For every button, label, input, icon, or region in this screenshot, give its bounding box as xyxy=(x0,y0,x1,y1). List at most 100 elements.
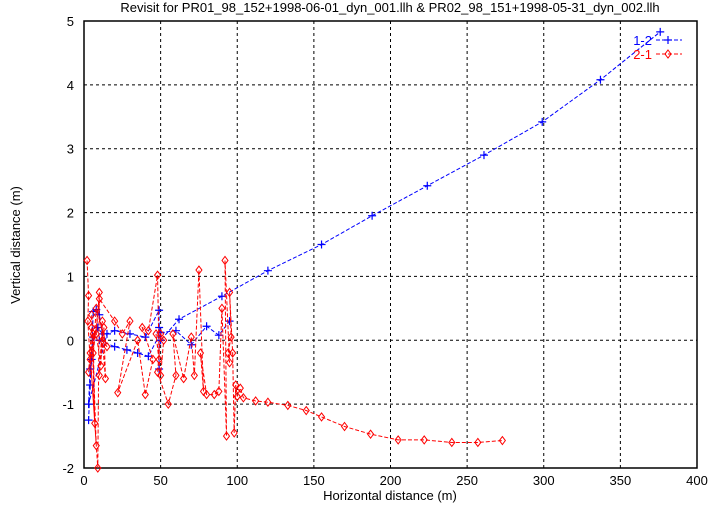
data-point-2-1 xyxy=(92,440,100,451)
data-point-1-2b xyxy=(144,352,153,361)
data-point-1-2 xyxy=(125,329,134,338)
data-point-2-1 xyxy=(94,463,102,473)
y-tick-label: 4 xyxy=(67,78,74,93)
data-point-1-2 xyxy=(664,36,672,44)
data-point-2-1 xyxy=(230,428,238,438)
data-point-2-1 xyxy=(97,360,105,371)
data-point-1-2 xyxy=(217,292,226,301)
data-point-2-1 xyxy=(264,397,272,408)
data-point-2-1 xyxy=(84,367,93,378)
data-point-1-2 xyxy=(263,266,272,275)
data-point-2-1 xyxy=(169,329,177,339)
data-point-1-2b xyxy=(110,342,119,351)
y-tick-label: 5 xyxy=(67,14,74,29)
data-point-2-1 xyxy=(155,354,163,365)
data-point-2-1 xyxy=(179,373,188,384)
data-point-2-1 xyxy=(92,303,100,314)
data-point-2-1 xyxy=(92,329,100,339)
y-tick-label: 2 xyxy=(67,206,74,221)
data-point-2-1 xyxy=(101,373,110,384)
data-point-2-1 xyxy=(664,49,672,59)
data-point-1-2 xyxy=(86,380,95,389)
data-point-2-1 xyxy=(394,435,402,445)
data-point-1-2b xyxy=(187,340,196,349)
data-point-2-1 xyxy=(172,370,180,381)
data-point-2-1 xyxy=(199,386,208,397)
data-point-2-1 xyxy=(95,293,103,304)
data-point-2-1 xyxy=(134,335,142,346)
legend-label-1-2: 1-2 xyxy=(633,33,652,48)
data-point-2-1 xyxy=(89,329,97,339)
data-point-2-1 xyxy=(218,303,226,314)
data-point-2-1 xyxy=(160,335,168,346)
data-point-2-1 xyxy=(317,412,326,422)
series-line-1-2 xyxy=(88,31,661,421)
data-point-1-2 xyxy=(423,181,432,190)
chart-title: Revisit for PR01_98_152+1998-06-01_dyn_0… xyxy=(120,0,659,15)
data-point-2-1 xyxy=(153,367,162,378)
data-point-2-1 xyxy=(86,354,94,365)
data-point-2-1 xyxy=(89,348,97,358)
data-point-2-1 xyxy=(100,322,108,333)
data-point-1-2b xyxy=(225,317,234,326)
data-point-1-2b xyxy=(122,345,131,354)
x-tick-label: 250 xyxy=(456,473,478,488)
data-point-2-1 xyxy=(144,325,152,336)
data-point-2-1 xyxy=(252,396,260,406)
legend-label-2-1: 2-1 xyxy=(633,47,652,62)
data-point-2-1 xyxy=(84,316,92,326)
data-point-2-1 xyxy=(118,329,126,339)
data-point-2-1 xyxy=(88,309,96,320)
data-point-1-2 xyxy=(175,315,184,324)
data-point-2-1 xyxy=(164,399,172,409)
y-tick-label: -1 xyxy=(62,397,74,412)
series-line-2-1 xyxy=(86,260,503,469)
data-point-1-2 xyxy=(155,365,164,374)
data-point-2-1 xyxy=(284,400,292,411)
data-point-2-1 xyxy=(141,389,149,400)
data-point-2-1 xyxy=(225,287,234,298)
data-point-2-1 xyxy=(187,332,195,342)
data-point-2-1 xyxy=(86,348,94,358)
x-tick-label: 0 xyxy=(80,473,87,488)
data-point-2-1 xyxy=(91,418,99,429)
x-tick-label: 100 xyxy=(226,473,248,488)
data-point-1-2 xyxy=(155,323,164,332)
x-tick-label: 350 xyxy=(610,473,632,488)
data-point-2-1 xyxy=(215,386,223,397)
data-point-1-2 xyxy=(596,75,605,84)
data-point-2-1 xyxy=(111,316,119,326)
data-point-2-1 xyxy=(210,389,218,400)
y-axis-label: Vertical distance (m) xyxy=(8,186,23,304)
data-point-2-1 xyxy=(195,265,203,275)
data-point-2-1 xyxy=(221,255,229,266)
x-axis-label: Horizontal distance (m) xyxy=(323,488,457,503)
data-point-2-1 xyxy=(222,431,231,441)
data-point-2-1 xyxy=(366,429,375,439)
data-point-1-2 xyxy=(368,211,377,220)
data-point-2-1 xyxy=(114,387,122,398)
x-tick-label: 200 xyxy=(380,473,402,488)
y-tick-label: 3 xyxy=(67,142,74,157)
data-point-2-1 xyxy=(498,435,506,446)
x-tick-label: 400 xyxy=(686,473,708,488)
data-point-2-1 xyxy=(233,391,241,402)
data-point-2-1 xyxy=(202,389,211,400)
data-point-1-2 xyxy=(141,333,150,342)
data-point-2-1 xyxy=(474,437,482,448)
y-tick-label: 1 xyxy=(67,269,74,284)
y-tick-label: -2 xyxy=(62,461,74,476)
data-point-1-2 xyxy=(110,326,119,335)
data-point-2-1 xyxy=(420,435,428,445)
data-point-2-1 xyxy=(236,383,244,394)
y-tick-label: 0 xyxy=(67,333,74,348)
data-point-2-1 xyxy=(83,255,91,266)
data-point-1-2b xyxy=(202,322,211,331)
data-point-2-1 xyxy=(227,332,235,342)
data-point-2-1 xyxy=(103,341,111,352)
data-point-1-2b xyxy=(133,349,142,358)
data-point-1-2 xyxy=(538,117,547,126)
x-tick-label: 300 xyxy=(533,473,555,488)
